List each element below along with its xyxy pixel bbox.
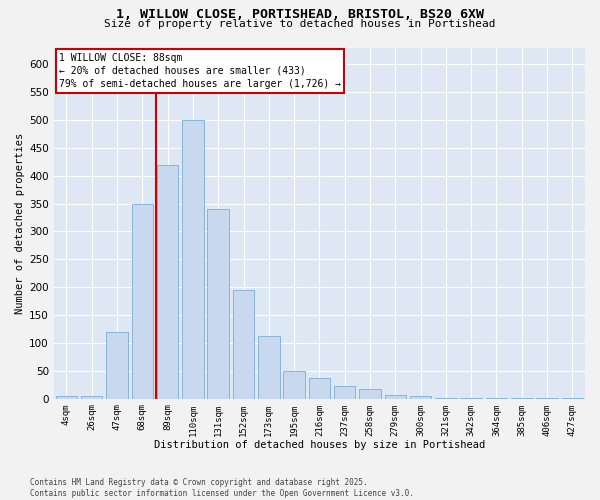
Text: Contains HM Land Registry data © Crown copyright and database right 2025.
Contai: Contains HM Land Registry data © Crown c… xyxy=(30,478,414,498)
Y-axis label: Number of detached properties: Number of detached properties xyxy=(15,132,25,314)
Text: 1 WILLOW CLOSE: 88sqm
← 20% of detached houses are smaller (433)
79% of semi-det: 1 WILLOW CLOSE: 88sqm ← 20% of detached … xyxy=(59,53,341,89)
Bar xyxy=(258,336,280,398)
Bar xyxy=(308,378,330,398)
Bar xyxy=(410,396,431,398)
Bar xyxy=(106,332,128,398)
Bar xyxy=(182,120,203,398)
Bar xyxy=(233,290,254,399)
Bar xyxy=(157,164,178,398)
Text: 1, WILLOW CLOSE, PORTISHEAD, BRISTOL, BS20 6XW: 1, WILLOW CLOSE, PORTISHEAD, BRISTOL, BS… xyxy=(116,8,484,20)
Bar xyxy=(131,204,153,398)
Bar xyxy=(385,395,406,398)
Bar xyxy=(81,396,103,398)
Text: Size of property relative to detached houses in Portishead: Size of property relative to detached ho… xyxy=(104,19,496,29)
Bar xyxy=(208,209,229,398)
Bar xyxy=(359,389,381,398)
X-axis label: Distribution of detached houses by size in Portishead: Distribution of detached houses by size … xyxy=(154,440,485,450)
Bar xyxy=(56,396,77,398)
Bar xyxy=(334,386,355,398)
Bar xyxy=(283,371,305,398)
